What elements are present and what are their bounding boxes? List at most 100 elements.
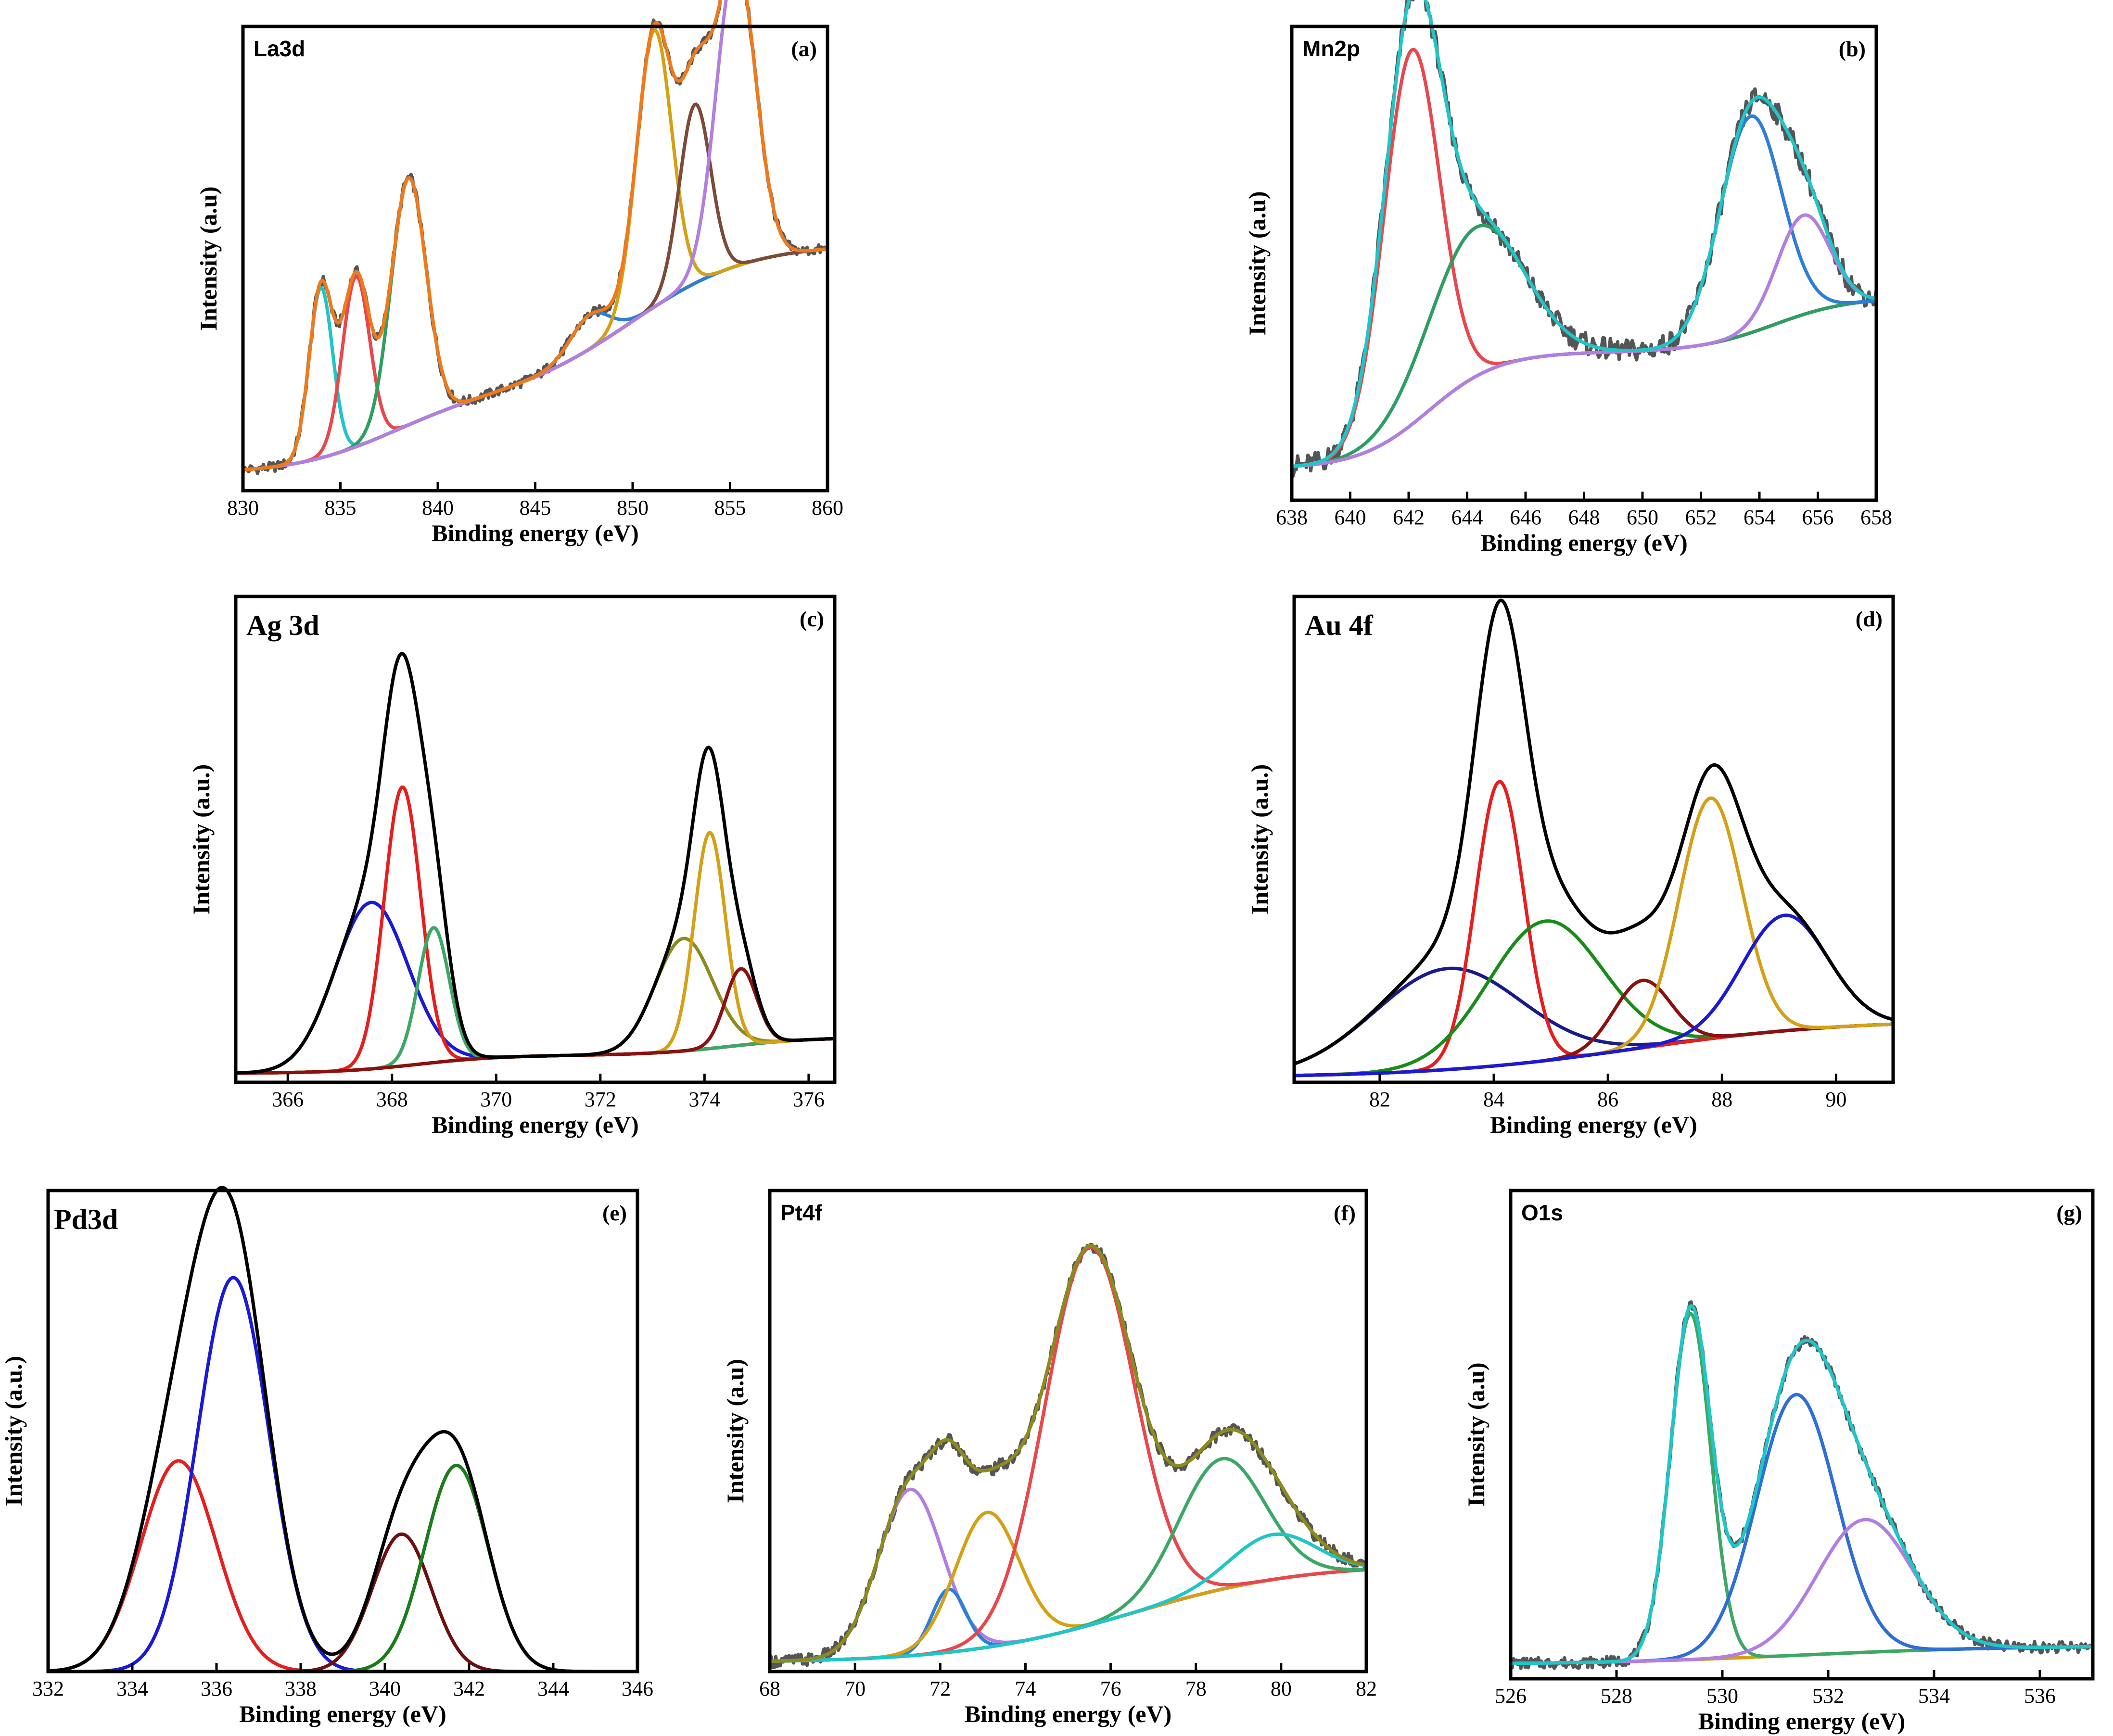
x-tick-label: 82 (1369, 1088, 1390, 1111)
x-axis-label: Binding energy (eV) (1698, 1708, 1906, 1735)
component-peak-75.5 (768, 1245, 1368, 1663)
plot-frame (234, 595, 837, 1084)
component-peak-655.5 (1290, 213, 1878, 469)
plot-frame (1292, 595, 1895, 1084)
x-tick-label: 534 (1918, 1684, 1950, 1708)
y-axis-label: Intensity (a.u) (195, 186, 222, 330)
x-tick-label: 646 (1510, 506, 1541, 529)
x-tick-label: 528 (1601, 1684, 1632, 1708)
x-tick-label: 640 (1335, 506, 1366, 529)
x-tick-label: 86 (1597, 1088, 1618, 1111)
x-tick-label: 338 (285, 1677, 317, 1700)
envelope-line (1292, 598, 1895, 1066)
component-peak-853.2 (241, 102, 829, 472)
panel-g: 526 528 530 532 534 536 Binding energy (eV) Int… (1463, 1189, 2095, 1735)
envelope-line (1290, 0, 1878, 468)
x-tick-label: 840 (422, 496, 454, 520)
panel-f: 68 70 72 74 76 78 80 82 Binding energy (eV) Inten… (722, 1189, 1377, 1727)
x-tick-label: 344 (537, 1677, 569, 1700)
x-tick-label: 860 (812, 496, 843, 520)
x-tick-label: 530 (1706, 1684, 1738, 1708)
x-axis-label: Binding energy (eV) (1490, 1111, 1697, 1138)
panel-label: (a) (791, 37, 817, 61)
component-peak-84.1 (1292, 780, 1895, 1077)
component-peak-642.1 (1290, 48, 1878, 468)
component-peak-83.2 (1292, 966, 1895, 1066)
component-peak-835.8 (241, 247, 829, 472)
panel-label: (e) (602, 1201, 627, 1225)
panel-title: La3d (254, 36, 305, 61)
component-peak-529.4 (1509, 1312, 2095, 1665)
component-peak-374.1 (234, 831, 837, 1075)
x-tick-label: 642 (1393, 506, 1425, 529)
panel-label: (b) (1839, 37, 1866, 61)
y-axis-label: Intensity (a.u.) (0, 1356, 27, 1507)
panel-b: 638 640 642 644 646 648 650 652 654 656 658 Binding… (1244, 0, 1892, 556)
envelope-line (241, 0, 829, 472)
x-axis-label: Binding energy (eV) (239, 1700, 446, 1727)
component-peak-341.7 (46, 1463, 639, 1673)
x-tick-label: 80 (1271, 1677, 1292, 1700)
y-axis-label: Intensity (a.u.) (1246, 764, 1273, 915)
x-tick-label: 638 (1276, 506, 1308, 529)
x-tick-label: 835 (325, 496, 356, 520)
y-axis-label: Intensity (a.u) (1463, 1362, 1489, 1507)
panel-label: (f) (1334, 1201, 1356, 1225)
x-tick-label: 70 (844, 1677, 866, 1700)
raw-data-line (768, 1242, 1368, 1670)
component-peak-834 (241, 247, 829, 472)
x-tick-label: 376 (793, 1088, 825, 1111)
component-peak-531.4 (1509, 1393, 2095, 1665)
panel-label: (g) (2056, 1201, 2082, 1225)
x-tick-label: 336 (201, 1677, 232, 1700)
envelope-line (46, 1186, 639, 1673)
x-tick-label: 366 (272, 1088, 304, 1111)
component-peak-653.7 (1290, 114, 1878, 469)
envelope-line (1509, 1304, 2095, 1665)
x-tick-label: 370 (480, 1088, 512, 1111)
x-tick-label: 72 (929, 1677, 951, 1700)
component-peak-79.8 (768, 1532, 1368, 1663)
x-tick-label: 656 (1802, 506, 1834, 529)
x-tick-label: 368 (376, 1088, 408, 1111)
panel-a: 830 835 840 845 850 855 860 Binding energy (eV)… (195, 0, 843, 546)
panel-title: Pt4f (780, 1200, 823, 1225)
y-axis-label: Intensity (a.u) (722, 1359, 749, 1503)
panel-title: Pd3d (54, 1204, 118, 1235)
x-tick-label: 658 (1860, 506, 1892, 529)
x-tick-label: 536 (2024, 1684, 2056, 1708)
panel-title: O1s (1521, 1200, 1563, 1225)
x-tick-label: 644 (1451, 506, 1483, 529)
x-axis-label: Binding energy (eV) (1480, 529, 1688, 556)
component-peak-373.6 (234, 937, 837, 1075)
component-peak-851.1 (241, 28, 829, 472)
x-tick-label: 78 (1185, 1677, 1207, 1700)
x-tick-label: 850 (617, 496, 649, 520)
x-axis-label: Binding energy (eV) (432, 1111, 639, 1138)
plot-frame (46, 1189, 639, 1673)
background-line (1290, 299, 1878, 469)
x-tick-label: 342 (453, 1677, 485, 1700)
x-tick-label: 374 (688, 1088, 720, 1111)
x-tick-label: 855 (714, 496, 746, 520)
x-axis-label: Binding energy (eV) (965, 1700, 1172, 1727)
x-tick-label: 372 (585, 1088, 616, 1111)
panel-e: 332 334 336 338 340 342 344 346 Binding energy (… (0, 1186, 653, 1727)
x-tick-label: 654 (1744, 506, 1775, 529)
x-axis-label: Binding energy (eV) (432, 520, 639, 546)
background-line (241, 247, 829, 472)
x-tick-label: 84 (1483, 1088, 1504, 1111)
y-axis-label: Intensity (a.u) (1244, 191, 1271, 335)
component-peak-86.6 (1292, 978, 1895, 1077)
component-peak-84.9 (1292, 919, 1895, 1077)
x-tick-label: 76 (1100, 1677, 1121, 1700)
component-peak-335.1 (46, 1459, 639, 1673)
x-tick-label: 68 (759, 1677, 780, 1700)
x-tick-label: 334 (116, 1677, 148, 1700)
envelope-line (768, 1243, 1368, 1663)
panel-label: (d) (1856, 607, 1883, 631)
component-peak-367.6 (234, 900, 837, 1075)
x-tick-label: 845 (520, 496, 551, 520)
x-tick-label: 650 (1627, 506, 1658, 529)
